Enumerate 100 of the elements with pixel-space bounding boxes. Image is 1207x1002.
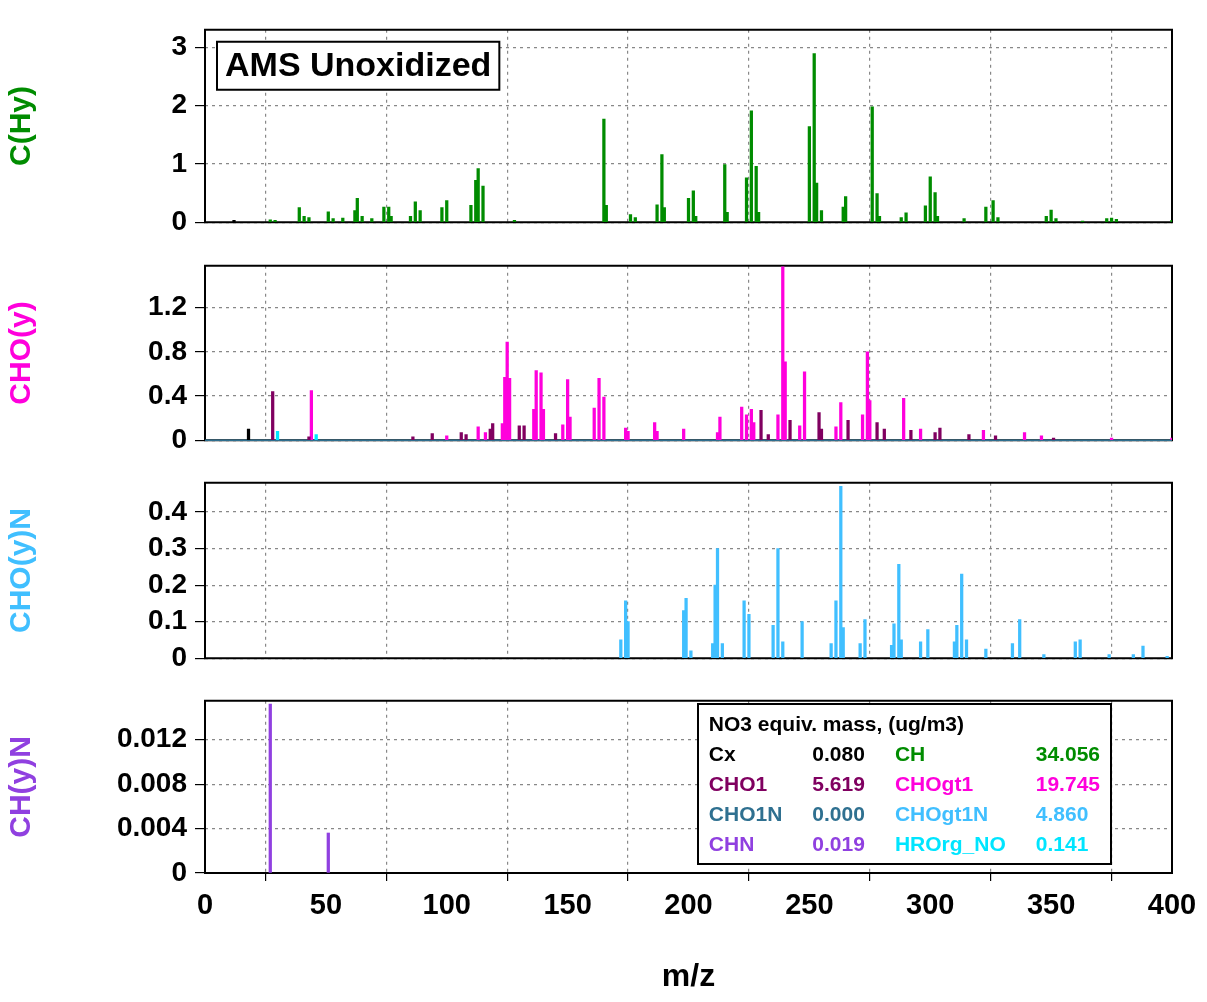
bar xyxy=(846,420,850,440)
bar xyxy=(382,206,386,222)
annotation: 4.860 xyxy=(1035,801,1090,827)
bar xyxy=(964,639,969,658)
annotation: 0.080 xyxy=(812,741,865,767)
bar xyxy=(967,434,971,440)
bar xyxy=(413,201,417,222)
annotation: 0.000 xyxy=(812,801,865,827)
bar xyxy=(1131,654,1135,658)
bar xyxy=(863,619,867,658)
bar xyxy=(682,428,686,440)
y-tick-label: 3 xyxy=(171,30,187,62)
bar xyxy=(628,214,633,222)
bar xyxy=(1010,643,1015,658)
bar xyxy=(1141,645,1145,658)
bar xyxy=(962,218,966,222)
bar xyxy=(1078,639,1082,658)
text: CHN xyxy=(708,831,756,857)
bar xyxy=(800,621,804,658)
bar xyxy=(740,406,744,440)
bar xyxy=(720,643,724,658)
x-tick-label: 150 xyxy=(543,888,592,921)
bar xyxy=(875,422,879,440)
x-tick-label: 200 xyxy=(664,888,713,921)
bar xyxy=(1105,218,1109,222)
y-tick-label: 0.4 xyxy=(148,378,188,410)
bar xyxy=(723,164,727,222)
text: CHOgt1N xyxy=(894,802,989,825)
y-tick-label: 0.4 xyxy=(148,494,188,526)
bar xyxy=(430,433,434,440)
bar xyxy=(802,371,807,440)
y-tick-label: 1.2 xyxy=(148,290,187,322)
bar xyxy=(483,432,488,440)
bar xyxy=(309,390,313,440)
x-tick-label: 300 xyxy=(906,888,955,921)
y-tick-label: 0 xyxy=(171,640,187,672)
annotation: 19.745 xyxy=(1035,771,1100,797)
bar xyxy=(553,433,558,440)
bar xyxy=(984,206,988,222)
bar xyxy=(960,573,964,658)
y-tick-label: 0 xyxy=(171,422,187,454)
x-tick-label: 0 xyxy=(196,888,214,921)
text: CH xyxy=(894,742,926,765)
bar xyxy=(619,639,623,658)
y-tick-label: 0 xyxy=(171,855,187,887)
bar xyxy=(626,431,630,440)
text: AMS Unoxidized xyxy=(225,45,492,84)
bar xyxy=(1107,654,1111,658)
bar xyxy=(918,641,923,658)
bar xyxy=(902,397,906,440)
bar xyxy=(844,196,848,222)
bar xyxy=(909,429,913,440)
y-tick-label: 0.1 xyxy=(148,604,187,636)
bar xyxy=(926,629,930,658)
text: HROrg_NO xyxy=(894,832,1006,855)
bar xyxy=(1039,435,1044,440)
bar xyxy=(807,126,812,222)
bar xyxy=(411,436,415,440)
bar xyxy=(817,412,821,440)
bar xyxy=(981,429,986,440)
annotation: 5.619 xyxy=(812,771,865,797)
bar xyxy=(476,426,480,440)
bar xyxy=(766,434,770,440)
bar xyxy=(341,217,345,222)
bar xyxy=(984,648,988,658)
text: CHO1N xyxy=(708,802,783,825)
bar xyxy=(882,428,886,440)
bar xyxy=(1073,641,1077,658)
y-tick-label: 0 xyxy=(171,204,187,236)
y-axis-title: CH(y)N xyxy=(3,736,37,838)
y-tick-label: 0.8 xyxy=(148,334,187,366)
x-tick-label: 100 xyxy=(422,888,471,921)
bar xyxy=(418,210,422,222)
bar xyxy=(408,216,413,222)
bar xyxy=(246,428,251,440)
text: CHOgt1 xyxy=(894,772,974,795)
bar xyxy=(1170,437,1172,440)
bar xyxy=(993,435,998,440)
bar xyxy=(718,416,722,440)
bar xyxy=(275,431,280,440)
bar xyxy=(355,197,359,222)
bar xyxy=(314,434,318,440)
annotation: 0.019 xyxy=(812,831,865,857)
bar xyxy=(860,414,865,440)
bar xyxy=(918,428,923,440)
y-tick-label: 2 xyxy=(171,88,187,120)
bar xyxy=(904,212,908,222)
bar xyxy=(522,425,526,440)
y-axis-title: CHO(y) xyxy=(3,301,37,405)
bar xyxy=(749,110,753,222)
y-tick-label: 0.3 xyxy=(148,531,187,563)
bar xyxy=(360,216,364,222)
y-tick-label: 0.008 xyxy=(116,766,187,798)
bar xyxy=(788,420,792,440)
y-tick-label: 0.012 xyxy=(116,722,187,754)
bar xyxy=(633,217,637,222)
x-tick-label: 400 xyxy=(1147,888,1197,921)
bar xyxy=(271,391,275,440)
bar xyxy=(602,118,606,222)
x-tick-label: 350 xyxy=(1026,888,1076,921)
